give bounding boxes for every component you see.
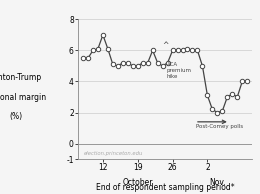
- Text: election.princeton.edu: election.princeton.edu: [84, 151, 143, 156]
- Text: Post-Comey polls: Post-Comey polls: [197, 124, 244, 129]
- Text: Nov.: Nov.: [209, 178, 226, 186]
- Text: ^: ^: [162, 41, 168, 50]
- Text: End of respondent sampling period*: End of respondent sampling period*: [96, 183, 235, 192]
- Text: Clinton-Trump: Clinton-Trump: [0, 73, 42, 82]
- Text: national margin: national margin: [0, 93, 46, 101]
- Text: ACA
premium
hike: ACA premium hike: [167, 62, 192, 80]
- Text: (%): (%): [9, 112, 22, 121]
- Text: October: October: [122, 178, 153, 186]
